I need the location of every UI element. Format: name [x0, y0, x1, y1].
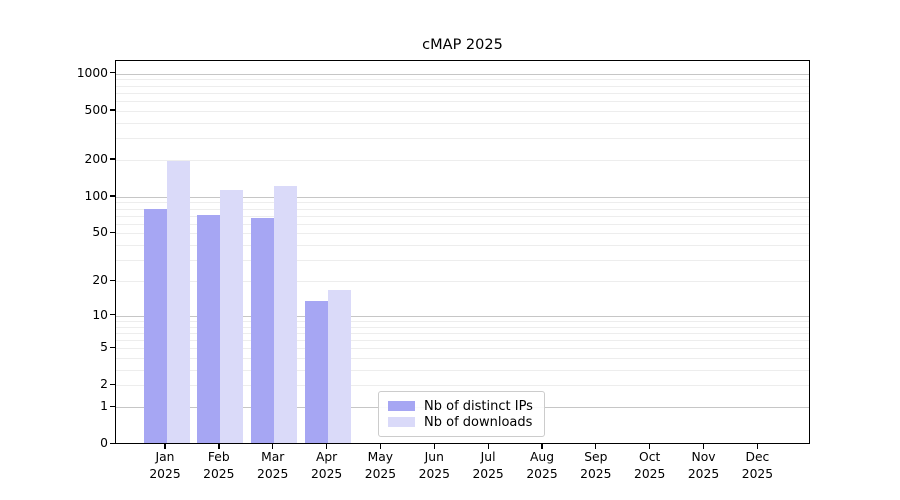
- x-axis-tick-mark: [164, 444, 166, 449]
- y-axis-tick-mark: [110, 405, 115, 407]
- x-axis-tick-label: Jun 2025: [418, 450, 450, 481]
- bar-nb-of-downloads: [220, 189, 244, 443]
- gridline: [116, 223, 809, 225]
- y-axis-tick-label: 5: [100, 340, 108, 355]
- y-axis-tick-mark: [110, 158, 115, 160]
- x-axis-tick-mark: [325, 444, 328, 449]
- x-axis-tick-mark: [756, 444, 759, 449]
- y-axis-tick-label: 50: [92, 225, 108, 240]
- gridline: [116, 73, 809, 75]
- gridline: [116, 315, 809, 317]
- y-axis-tick-label: 200: [84, 151, 108, 166]
- x-axis-tick-label: Aug 2025: [526, 450, 558, 481]
- bar-nb-of-distinct-ips: [251, 217, 275, 443]
- legend-item-distinct-ips: Nb of distinct IPs: [388, 398, 535, 414]
- plot-area: [115, 60, 810, 444]
- y-axis-tick-label: 500: [84, 102, 108, 117]
- gridline: [116, 208, 809, 210]
- x-axis-tick-mark: [541, 444, 543, 449]
- gridline: [116, 202, 809, 204]
- gridline: [116, 320, 809, 322]
- y-axis-tick-mark: [110, 442, 115, 445]
- y-axis-tick-mark: [110, 195, 115, 197]
- y-axis-tick-label: 1: [100, 399, 108, 414]
- gridline: [116, 326, 809, 328]
- y-axis-tick-mark: [110, 109, 115, 111]
- bar-nb-of-distinct-ips: [305, 300, 329, 443]
- x-axis-tick-label: Mar 2025: [257, 450, 289, 481]
- gridline: [116, 215, 809, 217]
- y-axis-tick-label: 0: [100, 436, 108, 451]
- y-axis-tick-mark: [110, 383, 115, 386]
- x-axis-tick-label: Nov 2025: [687, 450, 720, 481]
- gridline: [116, 245, 809, 247]
- x-axis-tick-mark: [379, 444, 382, 449]
- y-axis-tick-label: 20: [92, 273, 108, 287]
- x-axis-tick-mark: [218, 444, 220, 449]
- gridline: [116, 332, 809, 334]
- x-axis-tick-mark: [272, 444, 274, 449]
- x-axis-tick-label: Oct 2025: [634, 450, 666, 481]
- x-axis-tick-mark: [433, 444, 435, 449]
- gridline: [116, 92, 809, 94]
- legend-label-downloads: Nb of downloads: [424, 414, 533, 430]
- x-axis-tick-mark: [487, 444, 489, 449]
- gridline: [116, 281, 809, 282]
- chart-title: cMAP 2025: [422, 37, 503, 53]
- x-axis-tick-mark: [649, 444, 651, 449]
- gridline: [116, 233, 809, 235]
- bar-nb-of-downloads: [166, 160, 190, 443]
- y-axis-tick-mark: [110, 231, 115, 234]
- gridline: [116, 101, 809, 103]
- gridline: [116, 369, 809, 371]
- gridline: [116, 196, 809, 198]
- legend-swatch-distinct-ips: [388, 401, 415, 411]
- x-axis-tick-mark: [595, 444, 597, 449]
- gridline: [116, 122, 809, 124]
- y-axis-tick-mark: [110, 314, 115, 316]
- y-axis-tick-mark: [110, 346, 115, 348]
- bar-nb-of-downloads: [274, 185, 298, 443]
- gridline: [116, 85, 809, 87]
- bar-nb-of-distinct-ips: [143, 209, 167, 443]
- legend-item-downloads: Nb of downloads: [388, 414, 535, 430]
- y-axis-tick-label: 10: [92, 307, 108, 322]
- x-axis-tick-label: Feb 2025: [203, 450, 235, 481]
- gridline: [116, 79, 809, 81]
- legend: Nb of distinct IPs Nb of downloads: [378, 391, 545, 437]
- x-axis-tick-label: Dec 2025: [741, 450, 774, 481]
- x-axis-tick-label: Jan 2025: [149, 450, 181, 481]
- gridline: [116, 385, 809, 387]
- legend-swatch-downloads: [388, 417, 415, 427]
- gridline: [116, 260, 809, 262]
- x-axis-tick-label: Jul 2025: [472, 450, 504, 481]
- y-axis-tick-mark: [110, 72, 115, 74]
- x-axis-tick-label: Sep 2025: [580, 450, 612, 481]
- bar-nb-of-distinct-ips: [197, 215, 221, 443]
- y-axis-tick-label: 2: [100, 377, 108, 392]
- y-axis-tick-label: 100: [84, 188, 108, 203]
- bar-nb-of-downloads: [328, 290, 352, 443]
- gridline: [116, 159, 809, 161]
- y-axis-tick-mark: [110, 279, 115, 281]
- x-axis-tick-mark: [702, 444, 705, 449]
- gridline: [116, 339, 809, 341]
- gridline: [116, 358, 809, 359]
- gridline: [116, 138, 809, 140]
- gridline: [116, 348, 809, 350]
- x-axis-tick-label: May 2025: [364, 450, 397, 481]
- x-axis-tick-label: Apr 2025: [310, 450, 343, 481]
- y-axis-tick-label: 1000: [76, 65, 108, 80]
- legend-label-distinct-ips: Nb of distinct IPs: [424, 398, 533, 414]
- gridline: [116, 110, 809, 112]
